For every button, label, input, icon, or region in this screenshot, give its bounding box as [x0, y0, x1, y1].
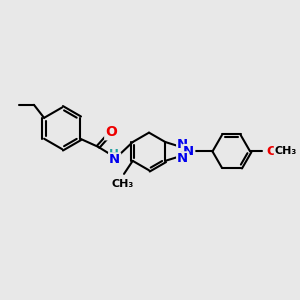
Text: N: N	[177, 152, 188, 165]
Text: O: O	[105, 125, 117, 139]
Text: N: N	[177, 138, 188, 151]
Text: N: N	[109, 153, 120, 166]
Text: N: N	[183, 145, 194, 158]
Text: CH₃: CH₃	[274, 146, 297, 156]
Text: O: O	[267, 145, 278, 158]
Text: CH₃: CH₃	[111, 179, 134, 189]
Text: H: H	[109, 148, 119, 160]
